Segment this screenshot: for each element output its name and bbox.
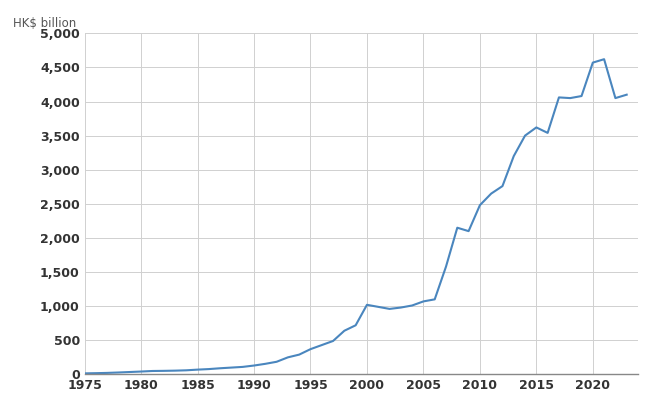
Text: HK$ billion: HK$ billion (13, 17, 76, 30)
